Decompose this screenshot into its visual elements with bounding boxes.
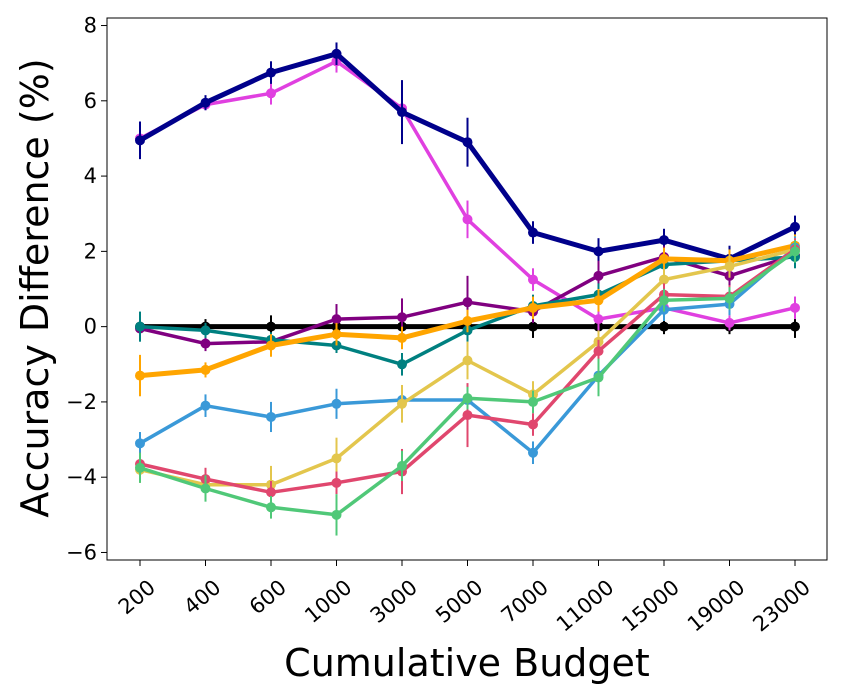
data-point xyxy=(266,502,276,513)
data-point xyxy=(200,97,211,108)
data-point xyxy=(528,396,538,407)
x-tick-label: 3000 xyxy=(366,575,422,628)
data-point xyxy=(135,321,145,332)
data-point xyxy=(724,293,735,304)
data-point xyxy=(528,321,538,332)
data-point xyxy=(200,338,211,349)
data-point xyxy=(397,332,407,343)
data-point xyxy=(135,370,145,381)
data-point xyxy=(266,411,276,422)
data-point xyxy=(659,235,669,246)
data-point xyxy=(331,398,342,409)
data-point xyxy=(266,67,276,78)
data-point xyxy=(397,398,407,409)
data-point xyxy=(528,274,538,285)
data-point xyxy=(724,317,735,328)
data-point xyxy=(266,340,276,351)
data-point xyxy=(790,221,800,232)
y-tick-label: 8 xyxy=(84,14,97,38)
data-point xyxy=(200,364,211,375)
x-tick-label: 400 xyxy=(179,575,225,619)
data-point xyxy=(135,462,145,473)
data-point xyxy=(266,321,276,332)
data-point xyxy=(790,246,800,257)
x-tick-label: 11000 xyxy=(552,575,619,636)
y-tick-label: 0 xyxy=(84,315,97,339)
data-point xyxy=(528,302,538,313)
data-point xyxy=(593,246,604,257)
data-point xyxy=(397,312,407,323)
x-tick-label: 23000 xyxy=(748,575,815,636)
y-axis-title: Accuracy Difference (%) xyxy=(13,58,57,517)
data-point xyxy=(266,88,276,99)
data-point xyxy=(593,270,604,281)
data-point xyxy=(397,460,407,471)
data-point xyxy=(659,253,669,264)
data-point xyxy=(462,410,473,421)
data-point xyxy=(135,438,145,449)
data-point xyxy=(528,227,538,238)
data-point xyxy=(528,447,538,458)
data-point xyxy=(659,295,669,306)
data-point xyxy=(528,419,538,430)
y-tick-label: 4 xyxy=(84,164,97,188)
data-point xyxy=(462,137,473,148)
data-point xyxy=(331,453,342,464)
data-point xyxy=(790,321,800,332)
data-point xyxy=(462,393,473,404)
data-point xyxy=(462,355,473,366)
data-point xyxy=(331,329,342,340)
data-point xyxy=(462,297,473,308)
series-orange xyxy=(135,234,800,397)
x-tick-label: 1000 xyxy=(300,575,356,628)
data-point xyxy=(200,483,211,494)
x-tick-label: 200 xyxy=(114,575,160,619)
data-point xyxy=(462,315,473,326)
data-point xyxy=(331,314,342,325)
data-point xyxy=(397,107,407,118)
plot-layer xyxy=(135,42,800,536)
data-point xyxy=(593,295,604,306)
data-point xyxy=(593,346,604,357)
y-tick-label: 2 xyxy=(84,239,97,263)
y-tick-label: −2 xyxy=(66,390,97,414)
data-point xyxy=(462,214,473,225)
data-point xyxy=(593,372,604,383)
data-point xyxy=(266,487,276,498)
data-point xyxy=(331,48,342,59)
data-point xyxy=(200,400,211,411)
x-tick-label: 15000 xyxy=(617,575,684,636)
data-point xyxy=(724,261,735,272)
data-point xyxy=(200,325,211,336)
y-tick-label: 6 xyxy=(84,89,97,113)
data-point xyxy=(331,509,342,520)
x-tick-label: 600 xyxy=(245,575,291,619)
x-tick-label: 7000 xyxy=(497,575,553,628)
data-point xyxy=(397,359,407,370)
data-point xyxy=(659,321,669,332)
x-tick-label: 5000 xyxy=(431,575,487,628)
series-green xyxy=(135,240,800,536)
y-tick-label: −6 xyxy=(66,540,97,564)
data-point xyxy=(331,477,342,488)
data-point xyxy=(659,274,669,285)
data-point xyxy=(593,314,604,325)
x-tick-label: 19000 xyxy=(683,575,750,636)
data-point xyxy=(790,302,800,313)
data-point xyxy=(135,135,145,146)
y-tick-label: −4 xyxy=(66,465,97,489)
x-axis-title: Cumulative Budget xyxy=(284,641,650,685)
